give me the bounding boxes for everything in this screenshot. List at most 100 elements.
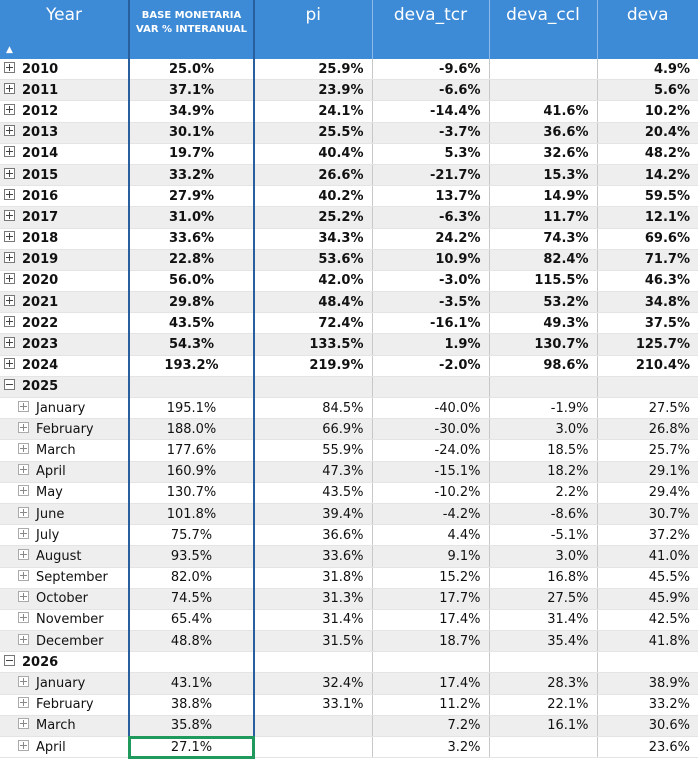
- cell-deva-ccl[interactable]: -1.9%: [488, 397, 597, 420]
- expand-icon[interactable]: [18, 400, 29, 412]
- row-header-cell[interactable]: 2018: [0, 228, 129, 250]
- cell-deva-tcr[interactable]: 10.9%: [371, 249, 489, 271]
- cell-pi[interactable]: 47.3%: [253, 461, 372, 483]
- cell-deva-tcr[interactable]: -6.6%: [371, 79, 489, 102]
- row-header-cell[interactable]: 2014: [0, 143, 129, 165]
- expand-icon[interactable]: [18, 739, 29, 751]
- cell-deva-tcr[interactable]: -4.2%: [371, 503, 489, 526]
- cell-deva-tcr[interactable]: 24.2%: [371, 228, 489, 250]
- cell-deva-ccl[interactable]: [488, 651, 597, 674]
- cell-deva[interactable]: 59.5%: [596, 185, 698, 208]
- cell-deva-tcr[interactable]: 9.1%: [371, 545, 489, 568]
- expand-icon[interactable]: [4, 294, 15, 306]
- expand-icon[interactable]: [18, 464, 29, 476]
- row-header-cell[interactable]: August: [0, 545, 129, 568]
- expand-icon[interactable]: [18, 676, 29, 688]
- column-header-deva[interactable]: deva: [596, 0, 698, 59]
- row-header-cell[interactable]: July: [0, 524, 129, 547]
- row-header-cell[interactable]: January: [0, 672, 129, 695]
- cell-deva[interactable]: 41.8%: [596, 630, 698, 653]
- cell-deva[interactable]: 210.4%: [596, 355, 698, 377]
- cell-base-monetaria[interactable]: 160.9%: [128, 461, 255, 483]
- cell-deva-tcr[interactable]: -16.1%: [371, 312, 489, 335]
- cell-base-monetaria[interactable]: 25.0%: [128, 59, 255, 81]
- cell-base-monetaria[interactable]: 27.9%: [128, 185, 255, 208]
- expand-icon[interactable]: [4, 209, 15, 221]
- expand-icon[interactable]: [4, 252, 15, 264]
- cell-deva-ccl[interactable]: 115.5%: [488, 270, 597, 293]
- cell-pi[interactable]: 31.4%: [253, 609, 372, 632]
- cell-deva-tcr[interactable]: -6.3%: [371, 206, 489, 229]
- cell-deva[interactable]: 29.4%: [596, 482, 698, 504]
- cell-deva-ccl[interactable]: 98.6%: [488, 355, 597, 377]
- cell-base-monetaria[interactable]: 48.8%: [128, 630, 255, 653]
- row-header-cell[interactable]: 2026: [0, 651, 129, 674]
- cell-deva[interactable]: 33.2%: [596, 694, 698, 716]
- cell-base-monetaria[interactable]: 56.0%: [128, 270, 255, 293]
- row-header-cell[interactable]: September: [0, 567, 129, 589]
- cell-base-monetaria[interactable]: 130.7%: [128, 482, 255, 504]
- cell-base-monetaria[interactable]: 22.8%: [128, 249, 255, 271]
- cell-base-monetaria[interactable]: 33.6%: [128, 228, 255, 250]
- cell-deva-ccl[interactable]: [488, 376, 597, 399]
- cell-deva-tcr[interactable]: 1.9%: [371, 333, 489, 356]
- cell-deva-ccl[interactable]: 14.9%: [488, 185, 597, 208]
- row-header-cell[interactable]: 2013: [0, 122, 129, 144]
- cell-deva-tcr[interactable]: -15.1%: [371, 461, 489, 483]
- cell-deva-ccl[interactable]: [488, 59, 597, 81]
- cell-deva-tcr[interactable]: -30.0%: [371, 418, 489, 441]
- cell-deva[interactable]: 30.6%: [596, 715, 698, 738]
- cell-pi[interactable]: 31.5%: [253, 630, 372, 653]
- cell-deva[interactable]: 5.6%: [596, 79, 698, 102]
- cell-deva[interactable]: 69.6%: [596, 228, 698, 250]
- cell-pi[interactable]: [253, 715, 372, 738]
- cell-deva-tcr[interactable]: -21.7%: [371, 164, 489, 187]
- cell-pi[interactable]: 39.4%: [253, 503, 372, 526]
- expand-icon[interactable]: [4, 61, 15, 73]
- cell-pi[interactable]: 133.5%: [253, 333, 372, 356]
- expand-icon[interactable]: [18, 506, 29, 518]
- row-header-cell[interactable]: 2016: [0, 185, 129, 208]
- cell-deva-ccl[interactable]: 130.7%: [488, 333, 597, 356]
- cell-deva-tcr[interactable]: -14.4%: [371, 100, 489, 123]
- row-header-cell[interactable]: October: [0, 588, 129, 610]
- cell-deva-ccl[interactable]: 3.0%: [488, 545, 597, 568]
- cell-pi[interactable]: 219.9%: [253, 355, 372, 377]
- cell-base-monetaria[interactable]: 33.2%: [128, 164, 255, 187]
- cell-pi[interactable]: 24.1%: [253, 100, 372, 123]
- cell-pi[interactable]: 31.8%: [253, 567, 372, 589]
- cell-deva[interactable]: 125.7%: [596, 333, 698, 356]
- cell-deva-ccl[interactable]: 36.6%: [488, 122, 597, 144]
- cell-deva[interactable]: 41.0%: [596, 545, 698, 568]
- expand-icon[interactable]: [18, 485, 29, 497]
- cell-pi[interactable]: 33.6%: [253, 545, 372, 568]
- cell-base-monetaria[interactable]: 188.0%: [128, 418, 255, 441]
- cell-pi[interactable]: 33.1%: [253, 694, 372, 716]
- cell-base-monetaria[interactable]: 82.0%: [128, 567, 255, 589]
- cell-pi[interactable]: 25.5%: [253, 122, 372, 144]
- cell-deva-ccl[interactable]: 22.1%: [488, 694, 597, 716]
- cell-deva-ccl[interactable]: -5.1%: [488, 524, 597, 547]
- cell-deva-ccl[interactable]: [488, 79, 597, 102]
- column-header-deva-tcr[interactable]: deva_tcr: [371, 0, 489, 59]
- cell-deva[interactable]: 45.9%: [596, 588, 698, 610]
- cell-deva[interactable]: 10.2%: [596, 100, 698, 123]
- expand-icon[interactable]: [4, 167, 15, 179]
- expand-icon[interactable]: [4, 231, 15, 243]
- cell-pi[interactable]: 53.6%: [253, 249, 372, 271]
- cell-deva[interactable]: 34.8%: [596, 291, 698, 314]
- cell-deva-tcr[interactable]: 4.4%: [371, 524, 489, 547]
- column-header-year[interactable]: Year ▲: [0, 0, 129, 59]
- row-header-cell[interactable]: 2020: [0, 270, 129, 293]
- cell-deva-tcr[interactable]: -3.5%: [371, 291, 489, 314]
- expand-icon[interactable]: [4, 103, 15, 115]
- expand-icon[interactable]: [4, 125, 15, 137]
- cell-base-monetaria[interactable]: 27.1%: [128, 735, 255, 759]
- cell-base-monetaria[interactable]: [128, 651, 255, 674]
- row-header-cell[interactable]: January: [0, 397, 129, 420]
- cell-base-monetaria[interactable]: 75.7%: [128, 524, 255, 547]
- cell-base-monetaria[interactable]: 38.8%: [128, 694, 255, 716]
- cell-base-monetaria[interactable]: 35.8%: [128, 715, 255, 738]
- cell-deva-ccl[interactable]: 82.4%: [488, 249, 597, 271]
- cell-deva[interactable]: 27.5%: [596, 397, 698, 420]
